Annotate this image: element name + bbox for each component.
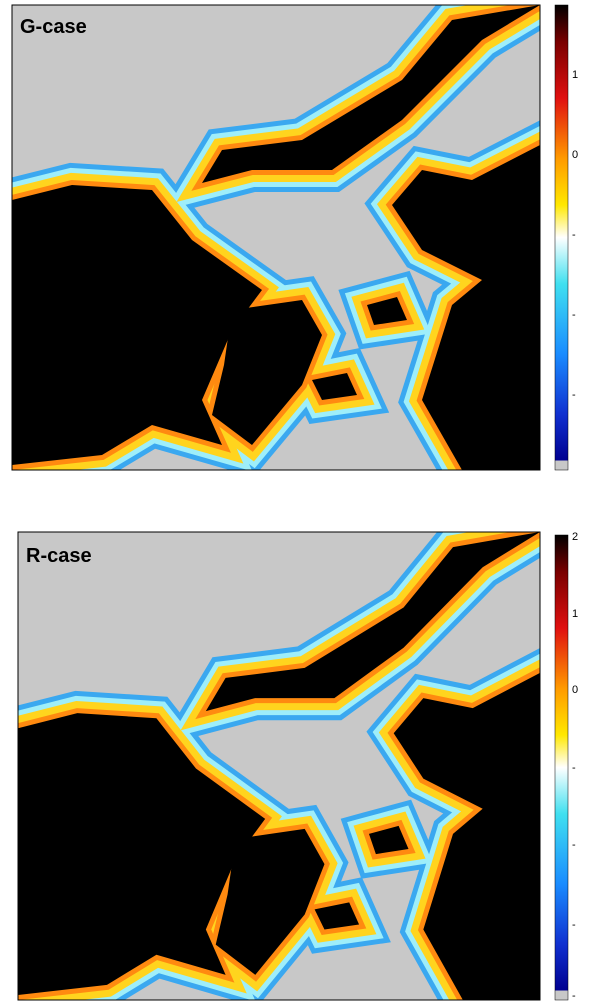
colorbar-label: - — [572, 229, 576, 241]
colorbar — [555, 535, 568, 1000]
colorbar-label: - — [572, 309, 576, 321]
colorbar-label: - — [572, 990, 576, 1002]
colorbar-label: - — [572, 839, 576, 851]
figure: G-case 1 0 - - - R-case 2 1 0 - - - - — [0, 0, 592, 1004]
map-panel — [18, 532, 540, 1000]
panel-label: R-case — [26, 545, 92, 567]
colorbar-label: - — [572, 919, 576, 931]
map-panel — [12, 5, 540, 470]
colorbar-label: 2 — [572, 531, 578, 543]
colorbar-label: - — [572, 389, 576, 401]
panel-label: G-case — [20, 16, 87, 38]
colorbar — [555, 5, 568, 470]
colorbar-label: 0 — [572, 149, 578, 161]
colorbar-label: - — [572, 762, 576, 774]
colorbar-label: 0 — [572, 684, 578, 696]
colorbar-label: 1 — [572, 608, 578, 620]
colorbar-label: 1 — [572, 69, 578, 81]
